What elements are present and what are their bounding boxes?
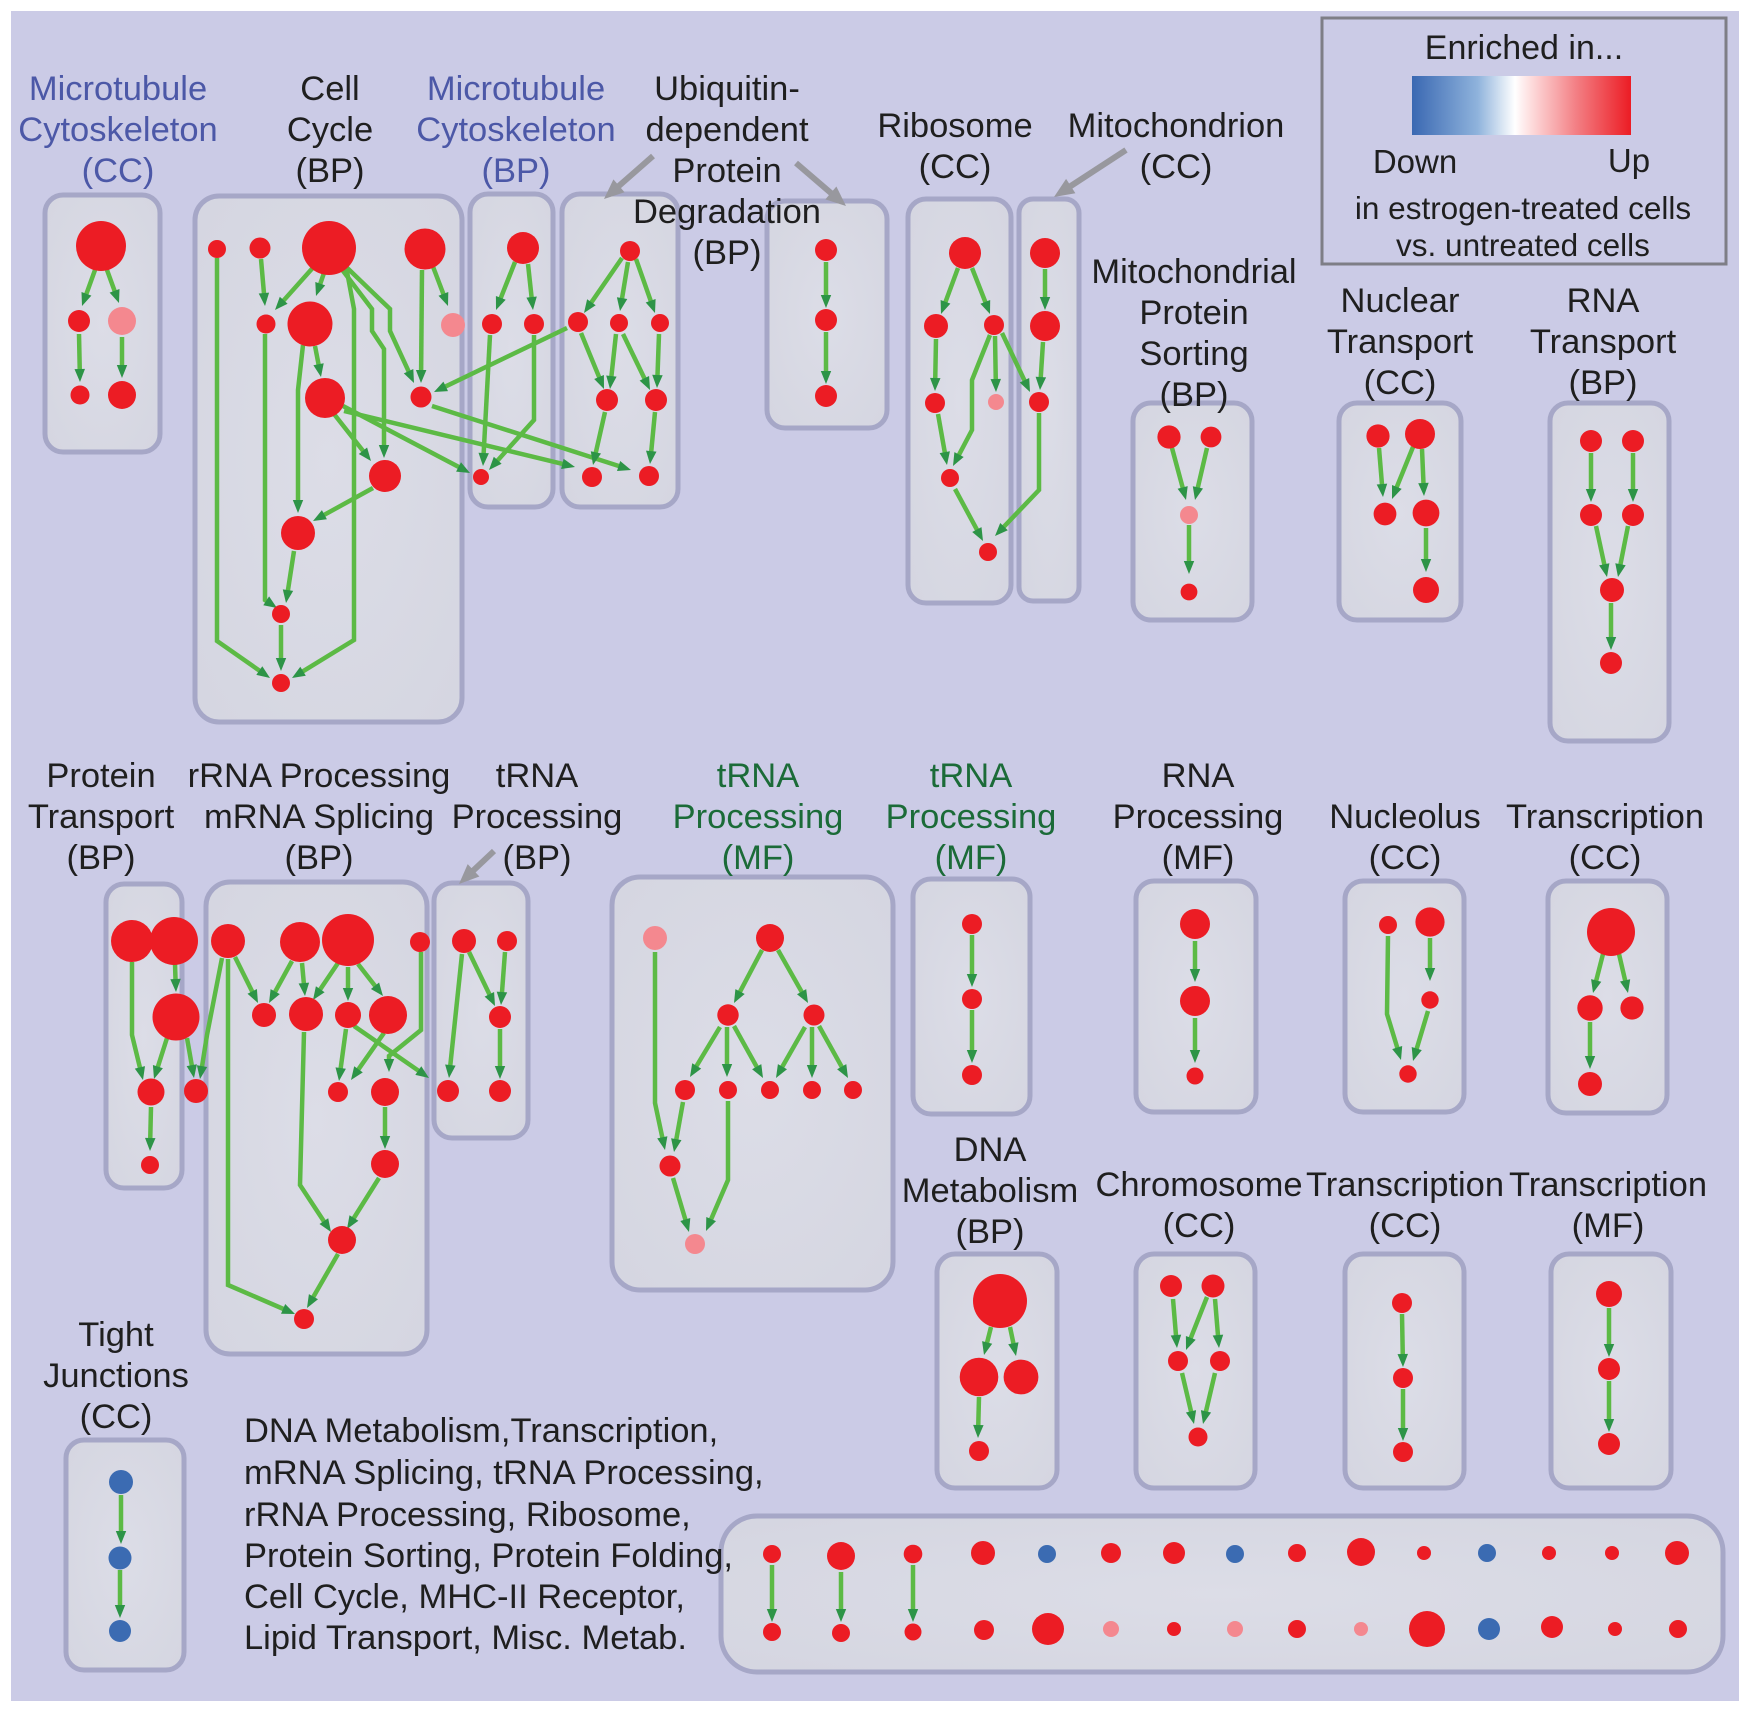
svg-text:(CC): (CC)	[919, 148, 992, 186]
svg-text:(BP): (BP)	[67, 839, 136, 877]
svg-text:(CC): (CC)	[80, 1398, 153, 1436]
svg-text:Cycle: Cycle	[287, 111, 373, 149]
svg-text:Protein: Protein	[1139, 294, 1248, 332]
svg-text:(CC): (CC)	[82, 152, 155, 190]
svg-text:Transcription: Transcription	[1509, 1166, 1707, 1204]
svg-text:mRNA Splicing, tRNA Processing: mRNA Splicing, tRNA Processing,	[244, 1454, 764, 1492]
svg-text:(BP): (BP)	[956, 1213, 1025, 1251]
svg-text:(MF): (MF)	[1162, 839, 1235, 877]
svg-text:(BP): (BP)	[1569, 364, 1638, 402]
svg-text:Nuclear: Nuclear	[1341, 282, 1460, 320]
svg-text:tRNA: tRNA	[930, 757, 1012, 795]
svg-text:(CC): (CC)	[1569, 839, 1642, 877]
svg-text:vs. untreated cells: vs. untreated cells	[1396, 227, 1650, 263]
svg-text:Degradation: Degradation	[633, 193, 821, 231]
svg-text:Protein: Protein	[46, 757, 155, 795]
svg-text:Sorting: Sorting	[1139, 335, 1248, 373]
svg-text:Cytoskeleton: Cytoskeleton	[18, 111, 217, 149]
svg-text:Ribosome: Ribosome	[877, 107, 1032, 145]
svg-text:Processing: Processing	[886, 798, 1057, 836]
svg-text:Enriched in...: Enriched in...	[1425, 29, 1623, 67]
svg-text:DNA: DNA	[954, 1131, 1027, 1169]
svg-text:(BP): (BP)	[693, 234, 762, 272]
svg-text:Mitochondrial: Mitochondrial	[1091, 253, 1296, 291]
svg-text:Transcription: Transcription	[1306, 1166, 1504, 1204]
svg-text:Transport: Transport	[28, 798, 175, 836]
svg-text:Lipid Transport, Misc. Metab.: Lipid Transport, Misc. Metab.	[244, 1619, 687, 1657]
svg-text:Protein Sorting, Protein Foldi: Protein Sorting, Protein Folding,	[244, 1537, 733, 1575]
svg-text:Cell: Cell	[300, 70, 359, 108]
svg-text:in estrogen-treated cells: in estrogen-treated cells	[1355, 190, 1691, 226]
svg-text:(BP): (BP)	[503, 839, 572, 877]
svg-text:Up: Up	[1608, 142, 1650, 179]
svg-text:Tight: Tight	[78, 1316, 154, 1354]
svg-text:Transcription: Transcription	[1506, 798, 1704, 836]
svg-text:(MF): (MF)	[1572, 1207, 1645, 1245]
svg-text:DNA Metabolism,Transcription,: DNA Metabolism,Transcription,	[244, 1412, 718, 1450]
svg-text:Processing: Processing	[452, 798, 623, 836]
svg-text:(CC): (CC)	[1163, 1207, 1236, 1245]
svg-text:rRNA Processing, Ribosome,: rRNA Processing, Ribosome,	[244, 1496, 691, 1534]
svg-text:Microtubule: Microtubule	[427, 70, 605, 108]
svg-text:Nucleolus: Nucleolus	[1329, 798, 1481, 836]
svg-text:Processing: Processing	[673, 798, 844, 836]
svg-text:Processing: Processing	[1113, 798, 1284, 836]
svg-text:tRNA: tRNA	[717, 757, 799, 795]
svg-text:Junctions: Junctions	[43, 1357, 189, 1395]
svg-text:mRNA Splicing: mRNA Splicing	[204, 798, 434, 836]
svg-text:(BP): (BP)	[296, 152, 365, 190]
svg-text:(CC): (CC)	[1140, 148, 1213, 186]
svg-text:Down: Down	[1373, 143, 1457, 180]
svg-text:Chromosome: Chromosome	[1095, 1166, 1302, 1204]
svg-text:Cell Cycle, MHC-II Receptor,: Cell Cycle, MHC-II Receptor,	[244, 1578, 685, 1616]
svg-text:(BP): (BP)	[285, 839, 354, 877]
svg-text:Transport: Transport	[1530, 323, 1677, 361]
svg-text:dependent: dependent	[645, 111, 808, 149]
svg-text:rRNA Processing: rRNA Processing	[188, 757, 451, 795]
svg-text:Metabolism: Metabolism	[902, 1172, 1078, 1210]
svg-text:(BP): (BP)	[1160, 376, 1229, 414]
svg-text:(CC): (CC)	[1364, 364, 1437, 402]
svg-text:(CC): (CC)	[1369, 1207, 1442, 1245]
svg-text:Protein: Protein	[672, 152, 781, 190]
svg-text:(CC): (CC)	[1369, 839, 1442, 877]
svg-text:RNA: RNA	[1162, 757, 1235, 795]
svg-text:(MF): (MF)	[935, 839, 1008, 877]
svg-text:Microtubule: Microtubule	[29, 70, 207, 108]
svg-text:Ubiquitin-: Ubiquitin-	[654, 70, 800, 108]
svg-text:Transport: Transport	[1327, 323, 1474, 361]
svg-text:Mitochondrion: Mitochondrion	[1068, 107, 1285, 145]
svg-text:RNA: RNA	[1567, 282, 1640, 320]
svg-text:(MF): (MF)	[722, 839, 795, 877]
svg-text:(BP): (BP)	[482, 152, 551, 190]
svg-text:Cytoskeleton: Cytoskeleton	[416, 111, 615, 149]
svg-text:tRNA: tRNA	[496, 757, 578, 795]
